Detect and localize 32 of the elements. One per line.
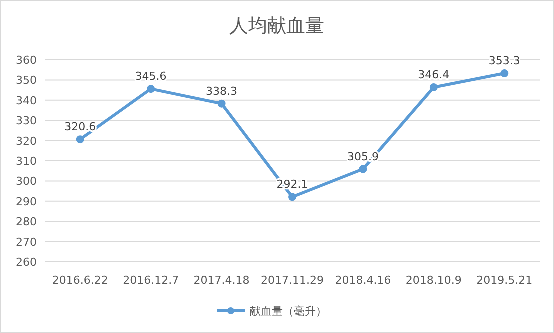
x-tick-label: 2018.4.16	[335, 274, 392, 287]
x-tick-label: 2019.5.21	[476, 274, 533, 287]
y-tick-label: 310	[16, 155, 37, 168]
y-tick-label: 320	[16, 134, 37, 148]
data-label: 338.3	[206, 84, 238, 98]
x-tick-label: 2018.10.9	[406, 274, 462, 287]
point	[147, 85, 156, 94]
y-tick-label: 350	[16, 74, 37, 88]
y-tick-label: 340	[16, 94, 37, 108]
legend-label: 献血量（毫升）	[250, 305, 327, 318]
x-tick-label: 2016.6.22	[52, 274, 108, 287]
point	[288, 193, 296, 202]
data-label: 346.4	[418, 68, 450, 82]
y-tick-label: 280	[16, 216, 37, 229]
point	[500, 70, 509, 78]
point	[359, 165, 368, 174]
point	[430, 83, 438, 92]
y-tick-label: 330	[16, 114, 37, 128]
data-label: 320.6	[64, 120, 96, 134]
x-tick-label: 2017.11.29	[261, 274, 324, 287]
x-tick-label: 2016.12.7	[123, 274, 180, 287]
y-tick-label: 260	[16, 256, 37, 269]
y-tick-label: 300	[16, 175, 37, 188]
point	[76, 136, 84, 144]
chart-title: 人均献血量	[230, 15, 324, 37]
data-label: 353.3	[488, 54, 520, 68]
point	[218, 100, 226, 108]
x-tick-label: 2017.4.18	[194, 274, 250, 287]
y-tick-label: 360	[16, 54, 37, 67]
data-label: 345.6	[135, 70, 167, 84]
y-tick-label: 290	[16, 195, 37, 208]
y-tick-label: 270	[16, 236, 37, 249]
